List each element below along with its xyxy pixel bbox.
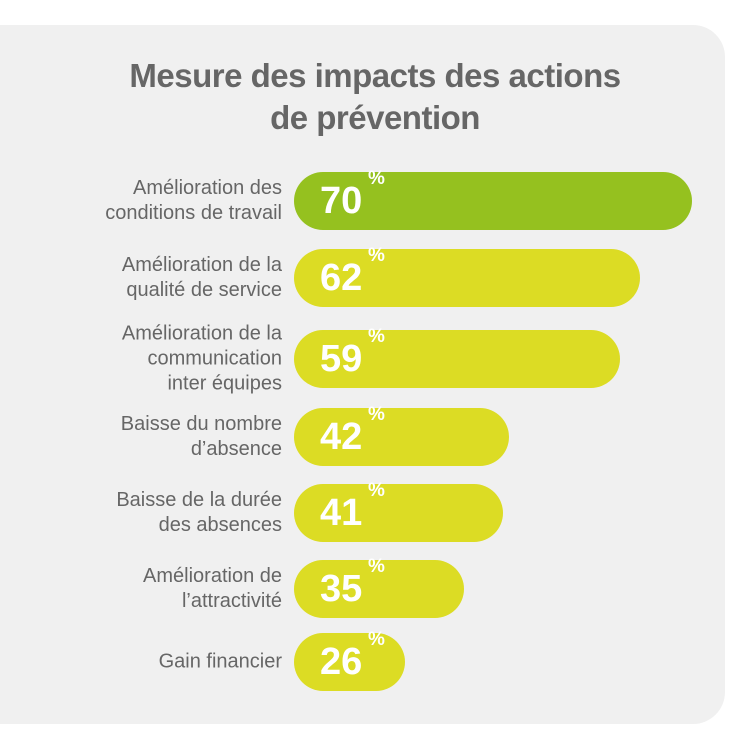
unit-label: % bbox=[368, 480, 385, 501]
bar: 62% bbox=[294, 245, 640, 307]
bar: 70% bbox=[294, 168, 692, 230]
data-label: 41 bbox=[320, 492, 363, 534]
unit-label: % bbox=[368, 326, 385, 347]
unit-label: % bbox=[368, 556, 385, 577]
unit-label: % bbox=[368, 629, 385, 650]
data-label: 42 bbox=[320, 416, 363, 458]
bar: 59% bbox=[294, 326, 621, 388]
chart-title: Mesure des impacts des actions de préven… bbox=[0, 55, 750, 139]
title-line-2: de prévention bbox=[270, 99, 480, 136]
category-label: Amélioration des conditions de travail bbox=[105, 177, 282, 224]
bar-row: Gain financier 26% bbox=[0, 629, 750, 691]
bar-row: Amélioration des conditions de travail 70… bbox=[0, 168, 750, 230]
category-label: Gain financier bbox=[158, 650, 282, 673]
bar-row: Amélioration de la communication inter é… bbox=[0, 323, 750, 395]
title-line-1: Mesure des impacts des actions bbox=[129, 57, 621, 94]
bar: 26% bbox=[294, 629, 405, 691]
data-label: 35 bbox=[320, 568, 363, 610]
bar-row: Baisse de la durée des absences 41% bbox=[0, 480, 750, 542]
unit-label: % bbox=[368, 404, 385, 425]
data-label: 26 bbox=[320, 641, 363, 683]
bar-row: Baisse du nombre d’absence 42% bbox=[0, 404, 750, 466]
category-label: Baisse de la durée des absences bbox=[116, 489, 282, 536]
bar-row: Amélioration de l’attractivité 35% bbox=[0, 556, 750, 618]
unit-label: % bbox=[368, 245, 385, 266]
bar-row: Amélioration de la qualité de service 62% bbox=[0, 245, 750, 307]
bar: 41% bbox=[294, 480, 503, 542]
category-label: Amélioration de la communication inter é… bbox=[121, 322, 282, 395]
data-label: 62 bbox=[320, 257, 363, 299]
category-label: Baisse du nombre d’absence bbox=[120, 413, 282, 460]
data-label: 70 bbox=[320, 180, 363, 222]
category-label: Amélioration de l’attractivité bbox=[143, 565, 282, 612]
bar: 42% bbox=[294, 404, 510, 466]
data-label: 59 bbox=[320, 338, 363, 380]
category-label: Amélioration de la qualité de service bbox=[121, 254, 282, 301]
bar: 35% bbox=[294, 556, 464, 618]
unit-label: % bbox=[368, 168, 385, 189]
